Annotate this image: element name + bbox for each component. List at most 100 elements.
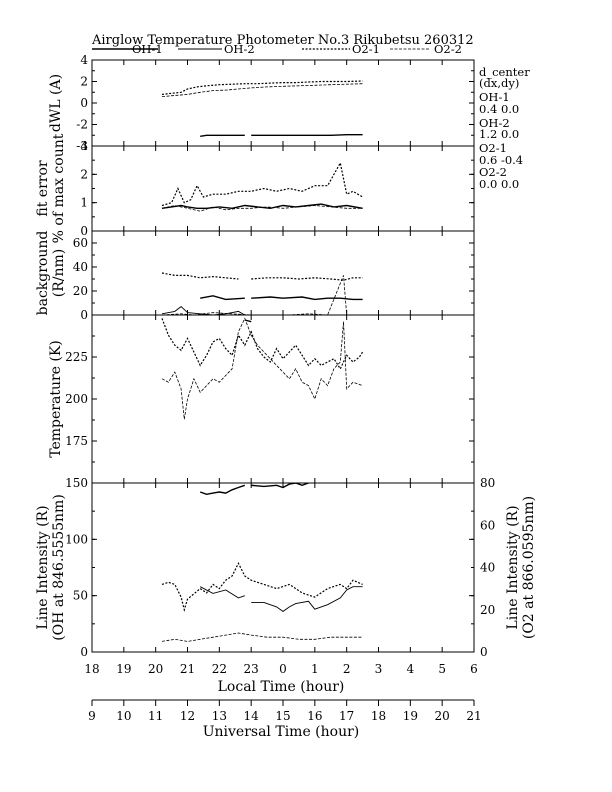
series-line-o2-1 [161,561,363,613]
series-line-oh-1 [200,134,245,137]
series-line-oh-1 [251,134,363,136]
y-axis-label-2: (R/nm) [51,249,67,297]
side-annotation: (dx,dy) [479,76,519,90]
legend-label-o2-1: O2-1 [352,42,380,56]
series-line-o2-1 [251,277,363,281]
x-tick-label-ut: 17 [339,709,354,723]
panel-frame [91,482,475,653]
side-annotation: d_center [479,65,530,79]
series-line-oh-1 [251,483,311,489]
y-axis-label: Line Intensity (R) [35,505,51,629]
side-annotation: OH-1 [479,90,510,104]
y-right-tick-label: 40 [480,561,495,575]
y-axis-label-2: (OH at 846.5555nm) [51,494,67,641]
panel-frame [91,230,475,316]
series-line-o2-1 [161,272,239,280]
y-axis-label-2: % of max count [51,133,67,243]
series-line-o2-2 [161,632,363,642]
x-axis-label-local: Local Time (hour) [218,679,345,695]
side-annotation: O2-2 [479,165,507,179]
x-tick-label-ut: 11 [148,709,163,723]
legend-label-o2-2: O2-2 [434,42,462,56]
y-tick-label: -4 [76,139,88,153]
y-right-axis-label: Line Intensity (R) [505,505,521,629]
side-annotation: 0.6 -0.4 [479,153,523,167]
y-tick-label: 40 [73,260,88,274]
y-tick-label: 50 [73,589,88,603]
y-tick-label: 0 [80,645,88,659]
panel-1: -4 -2 0 2 4 dWL (A) [48,53,475,153]
series-line-o2-1 [161,318,364,371]
y-axis-label: Temperature (K) [48,340,64,458]
y-tick-label: 225 [65,350,88,364]
x-tick-label-ut: 21 [466,709,481,723]
y-tick-label: 0 [80,308,88,322]
y-tick-label: 150 [65,476,88,490]
side-annotations: d_center(dx,dy)OH-10.4 0.0OH-21.2 0.0O2-… [479,65,530,191]
series-line-o2-1 [161,161,363,207]
y-tick-label: 1 [80,196,88,210]
x-tick-label-local: 20 [148,662,163,676]
y-right-tick-label: 0 [480,645,488,659]
x-tick-label-local: 22 [212,662,227,676]
series-line-o2-2 [161,275,363,315]
series-line-oh-1 [199,484,246,496]
side-annotation: O2-1 [479,141,507,155]
x-tick-label-local: 1 [311,662,319,676]
panel-2: 0 1 2 3 fit error% of max count [35,133,475,243]
y-tick-label: 4 [80,53,88,67]
x-axis-label-ut: Universal Time (hour) [203,724,360,740]
y-tick-label: -2 [76,118,88,132]
side-annotation: 0.4 0.0 [479,102,519,116]
y-tick-label: 3 [80,139,88,153]
x-tick-label-ut: 12 [180,709,195,723]
y-tick-label: 175 [65,434,88,448]
x-tick-label-ut: 13 [212,709,227,723]
x-tick-label-ut: 19 [403,709,418,723]
y-axis-label: dWL (A) [48,74,64,132]
side-annotation: 1.2 0.0 [479,127,519,141]
series-line-o2-2 [161,83,363,97]
y-tick-label: 100 [65,532,88,546]
legend-label-oh-1: OH-1 [132,42,163,56]
x-tick-label-local: 6 [470,662,478,676]
panel-3: 0 20 40 60 background (R/nm) [35,230,475,322]
x-tick-label-local: 23 [244,662,259,676]
y-tick-label: 60 [73,236,88,250]
panel-frame [91,59,475,147]
series-line-oh-1 [251,296,363,301]
x-tick-label-ut: 14 [244,709,260,723]
x-axes: 18 19 20 21 22 23 0 1 2 3 4 5 69 10 11 12 13 14 15 16 17 18 19… [84,662,481,723]
x-tick-label-ut: 18 [371,709,386,723]
panel-frame [91,145,475,232]
series-line-o2-1 [161,80,363,95]
chart-title: Airglow Temperature Photometer No.3 Riku… [91,33,474,48]
x-tick-label-ut: 16 [307,709,322,723]
x-tick-label-local: 0 [279,662,287,676]
series-line-oh-2 [199,586,245,599]
x-tick-label-ut: 9 [88,709,96,723]
series-line-oh-1 [200,295,245,301]
y-tick-label: 0 [80,224,88,238]
series-line-o2-2 [161,205,363,212]
x-tick-label-local: 21 [180,662,195,676]
y-tick-label: 2 [80,75,88,89]
y-right-tick-label: 60 [480,518,495,532]
x-tick-label-local: 5 [438,662,446,676]
y-right-tick-label: 20 [480,603,495,617]
series-line-o2-2 [161,317,363,420]
series-line-oh-2 [161,306,246,315]
x-tick-label-ut: 10 [116,709,131,723]
legend: OH-1 OH-2 O2-1 O2-2 [92,42,462,56]
y-tick-label: 2 [80,167,88,181]
panel-frame [91,314,475,484]
series-line-oh-1 [161,203,363,210]
x-tick-label-local: 18 [84,662,99,676]
x-tick-label-local: 2 [343,662,351,676]
y-axis-label: background [35,231,51,316]
